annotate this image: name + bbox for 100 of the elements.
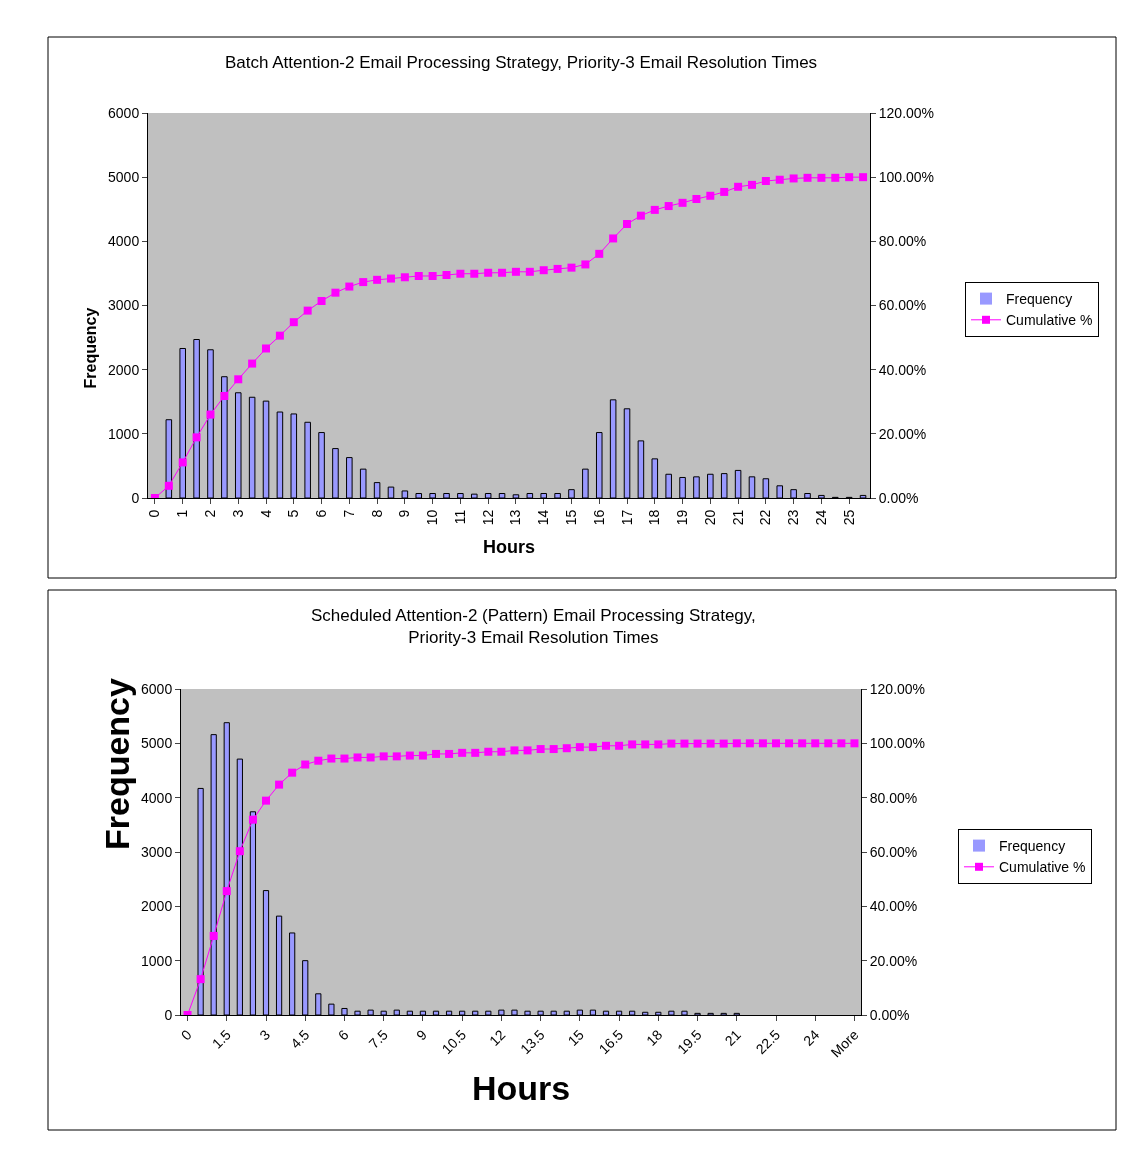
x-tick-label: 1.5 bbox=[208, 1026, 234, 1052]
chart-title: Scheduled Attention-2 (Pattern) Email Processing Strategy, Priority-3 Email Resolution Times bbox=[311, 606, 756, 648]
y2-tick-label: 60.00% bbox=[878, 297, 927, 314]
point bbox=[262, 344, 271, 353]
point bbox=[747, 180, 756, 189]
x-axis-title: Hours bbox=[472, 1069, 571, 1107]
x-tick-label: 19 bbox=[674, 509, 691, 526]
x-tick-label: 21 bbox=[721, 1026, 744, 1049]
point bbox=[220, 391, 229, 400]
point bbox=[761, 177, 770, 186]
x-tick-label: 11 bbox=[451, 509, 468, 525]
point bbox=[817, 173, 826, 182]
y2-tick-label: 100.00% bbox=[878, 169, 935, 186]
point bbox=[314, 756, 323, 765]
x-tick-label: 13 bbox=[507, 509, 524, 526]
point bbox=[798, 739, 807, 748]
point bbox=[641, 740, 650, 749]
x-tick-label: 7 bbox=[340, 509, 357, 518]
point bbox=[222, 887, 231, 896]
point bbox=[720, 187, 729, 196]
y-axis-title: Frequency bbox=[98, 677, 136, 850]
point bbox=[497, 747, 506, 756]
y-tick-label: 4000 bbox=[108, 233, 140, 250]
point bbox=[623, 220, 632, 229]
point bbox=[615, 741, 624, 750]
legend-label: Cumulative % bbox=[999, 859, 1086, 876]
point bbox=[664, 202, 673, 211]
point bbox=[386, 274, 395, 283]
point bbox=[248, 815, 257, 824]
point bbox=[785, 739, 794, 748]
point bbox=[539, 266, 548, 275]
point bbox=[562, 744, 571, 753]
point bbox=[289, 318, 298, 327]
point bbox=[758, 739, 767, 748]
x-tick-label: 2 bbox=[202, 509, 219, 518]
x-tick-label: 18 bbox=[643, 1026, 666, 1049]
point bbox=[692, 194, 701, 203]
x-tick-label: 15 bbox=[563, 509, 580, 526]
point bbox=[432, 749, 440, 758]
point bbox=[471, 748, 480, 757]
point bbox=[498, 268, 507, 277]
y2-tick-label: 100.00% bbox=[869, 735, 926, 752]
point bbox=[609, 234, 618, 243]
point bbox=[789, 174, 798, 183]
point bbox=[379, 752, 388, 761]
point bbox=[392, 752, 401, 761]
x-tick-label: 16 bbox=[590, 509, 607, 526]
x-tick-label: 12 bbox=[479, 509, 496, 526]
y2-tick-label: 60.00% bbox=[869, 843, 918, 860]
point bbox=[275, 331, 284, 340]
point bbox=[567, 263, 576, 272]
point bbox=[445, 749, 454, 758]
point bbox=[636, 211, 645, 220]
x-tick-label: 3 bbox=[229, 509, 246, 518]
point bbox=[288, 768, 297, 777]
point bbox=[536, 745, 545, 754]
x-tick-label: 14 bbox=[535, 509, 552, 526]
y-tick-label: 4000 bbox=[141, 789, 173, 806]
x-tick-label: 10 bbox=[424, 509, 441, 526]
y-tick-label: 2000 bbox=[108, 361, 140, 378]
point bbox=[317, 297, 326, 306]
point bbox=[353, 753, 362, 762]
point bbox=[650, 205, 659, 214]
point bbox=[248, 359, 257, 368]
point bbox=[196, 975, 205, 984]
point bbox=[510, 746, 519, 755]
point bbox=[811, 739, 820, 748]
point bbox=[553, 264, 562, 273]
point bbox=[525, 267, 534, 276]
point bbox=[775, 175, 784, 184]
point bbox=[405, 751, 414, 760]
y2-tick-label: 20.00% bbox=[878, 425, 927, 442]
point bbox=[275, 780, 284, 789]
y2-tick-label: 80.00% bbox=[869, 789, 918, 806]
x-tick-label: 8 bbox=[368, 509, 385, 518]
point bbox=[575, 743, 584, 752]
x-tick-label: 20 bbox=[701, 509, 718, 526]
x-axis-title: Hours bbox=[483, 537, 536, 557]
y2-tick-label: 20.00% bbox=[869, 952, 918, 969]
point bbox=[581, 260, 590, 269]
x-tick-label: 4.5 bbox=[287, 1026, 313, 1052]
x-tick-label: 23 bbox=[785, 509, 802, 526]
point bbox=[442, 271, 451, 280]
y-tick-label: 3000 bbox=[141, 843, 173, 860]
point bbox=[484, 747, 493, 756]
point bbox=[303, 306, 312, 315]
x-tick-label: 18 bbox=[646, 509, 663, 526]
point bbox=[345, 282, 354, 291]
x-tick-label: 6 bbox=[313, 509, 330, 518]
x-tick-label: 0 bbox=[177, 1026, 195, 1044]
point bbox=[458, 748, 467, 757]
legend-label: Frequency bbox=[999, 838, 1066, 855]
point bbox=[262, 796, 270, 805]
point bbox=[414, 271, 423, 280]
legend-label: Frequency bbox=[1006, 291, 1073, 308]
x-tick-label: 24 bbox=[812, 509, 829, 526]
point bbox=[706, 739, 715, 748]
point bbox=[400, 273, 409, 282]
point bbox=[428, 271, 437, 280]
point bbox=[235, 847, 244, 856]
